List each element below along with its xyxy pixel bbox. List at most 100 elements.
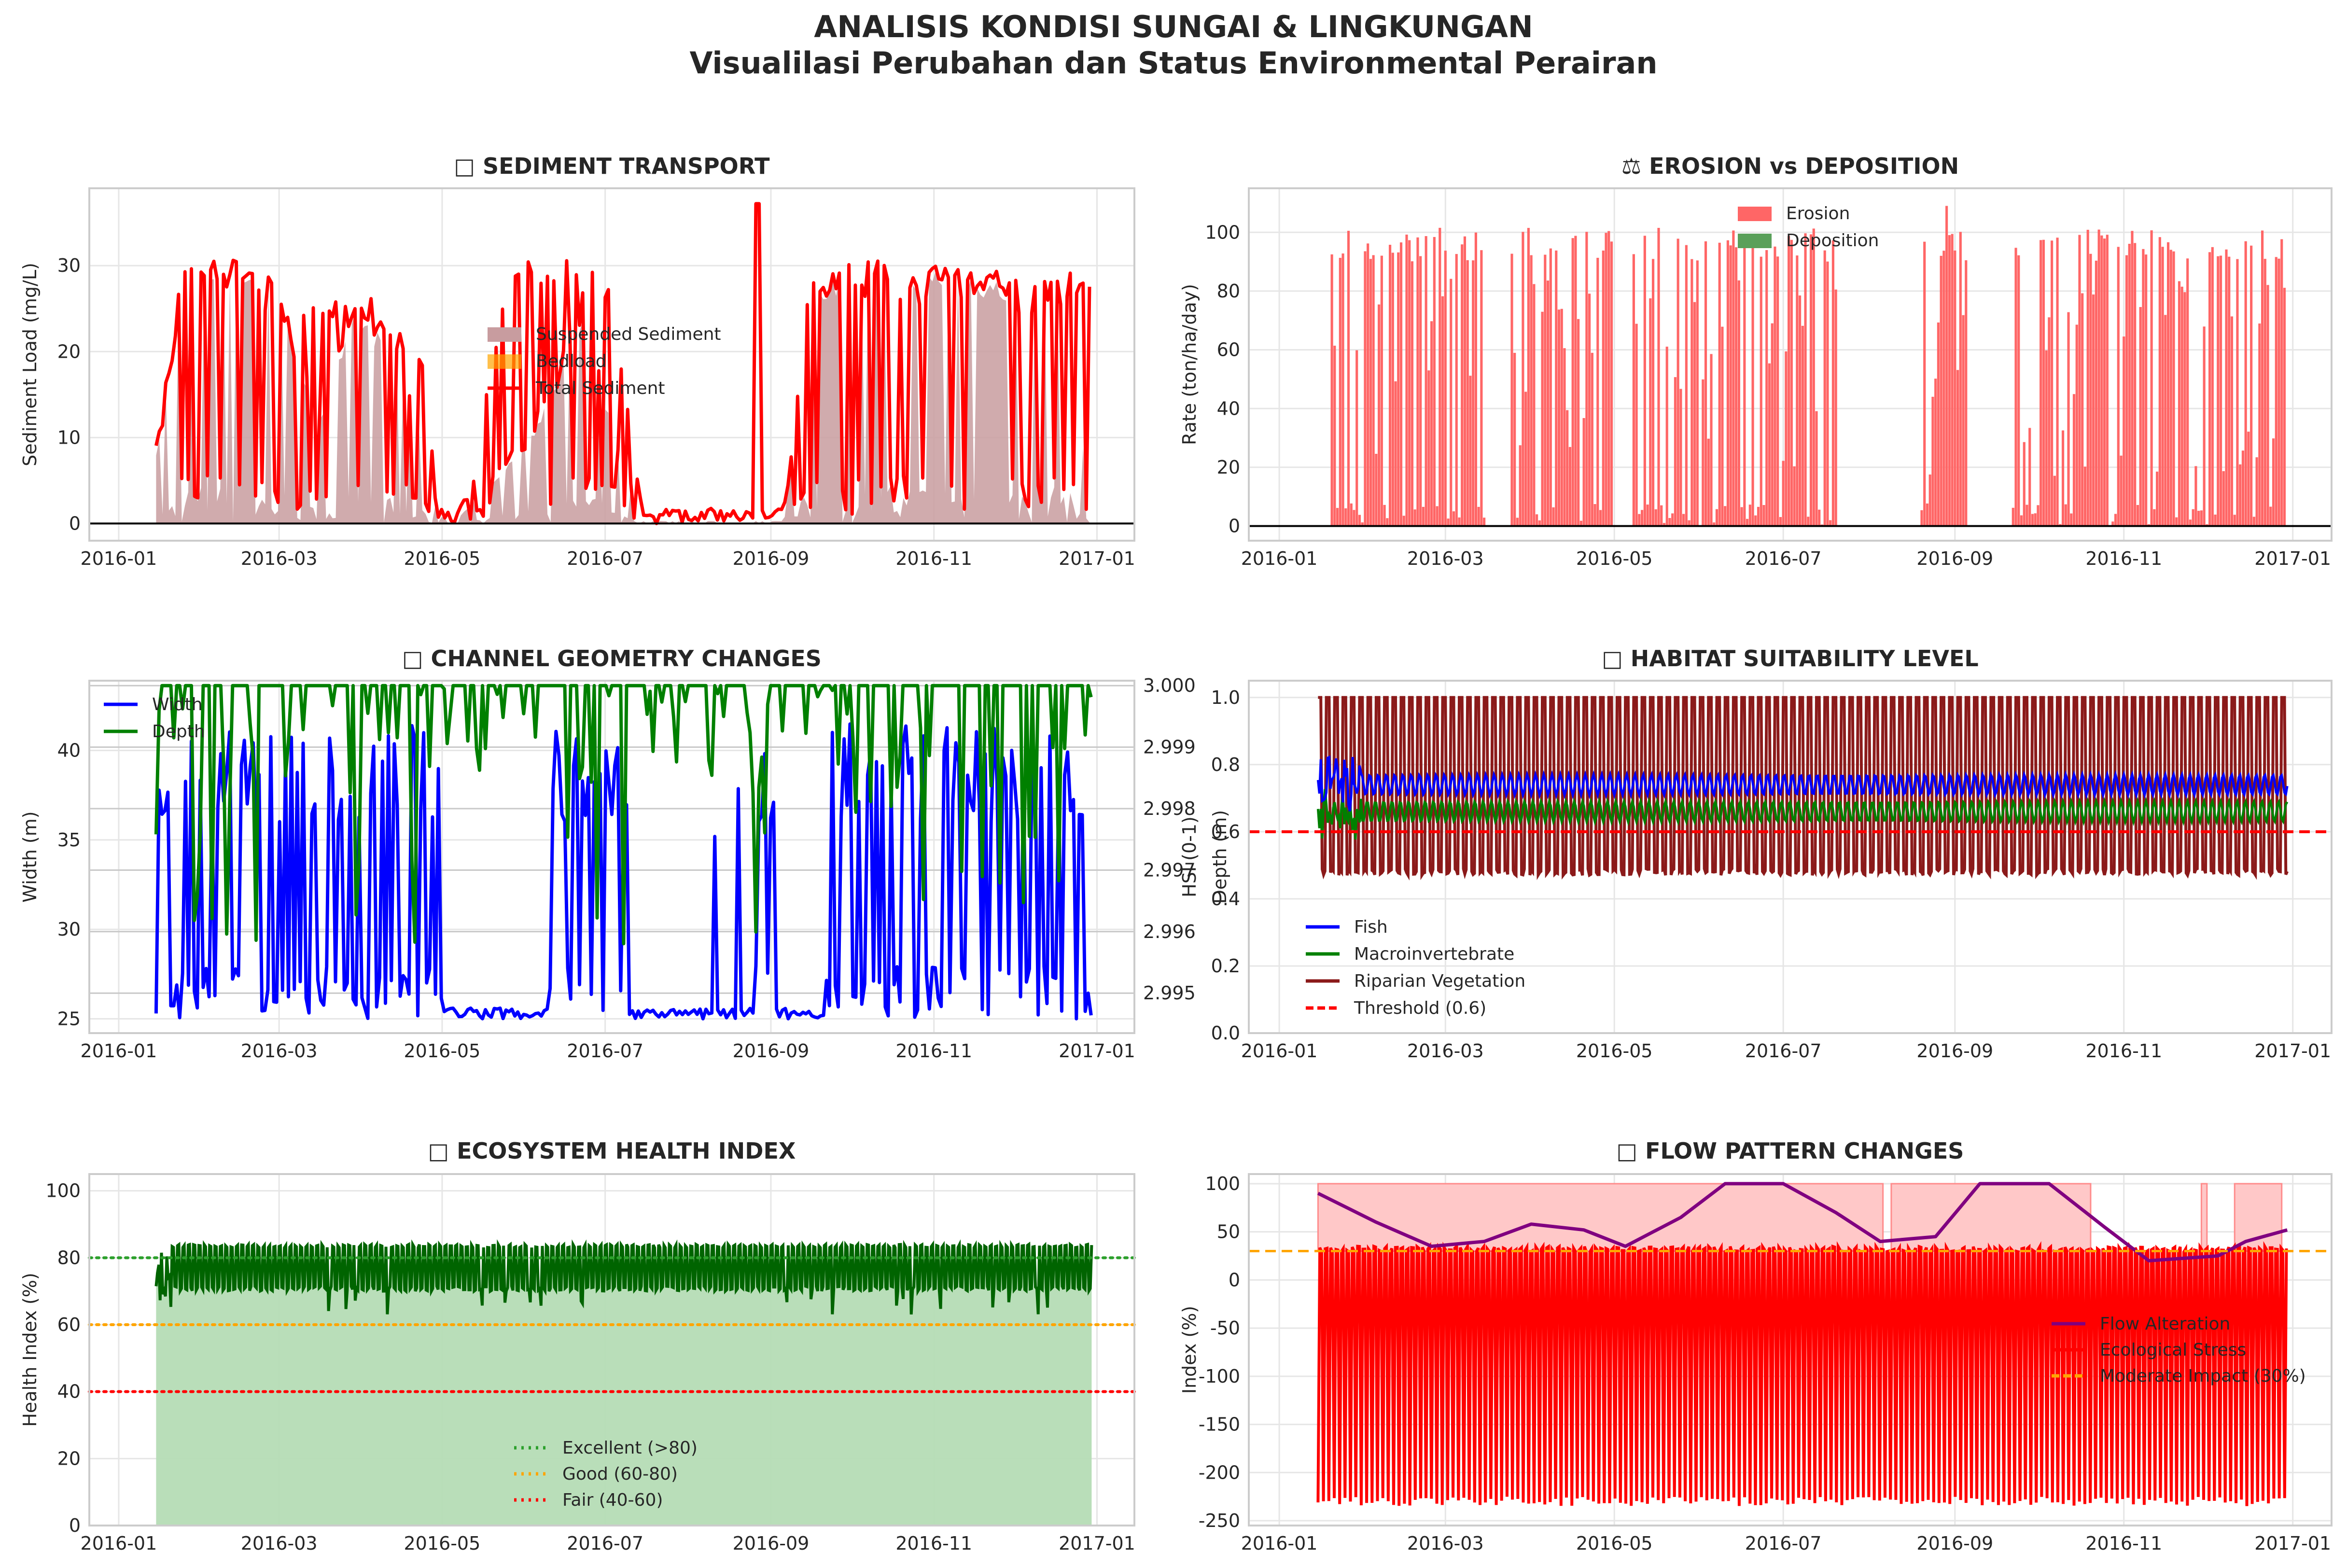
erosion-bar — [1729, 245, 1732, 526]
erosion-bar — [2095, 260, 2097, 526]
erosion-bar — [2026, 504, 2028, 526]
erosion-bar — [1544, 254, 1547, 526]
erosion-bar — [1413, 509, 1416, 526]
erosion-bar — [1931, 396, 1934, 526]
erosion-bar — [1436, 506, 1439, 526]
flow-panel: 2016-01 2016-03 2016-05 2016-07 2016-09 2016-… — [1179, 1138, 2333, 1554]
erosion-legend-label: Deposition — [1786, 231, 1879, 251]
erosion-xtick-label: 2016-03 — [1407, 548, 1484, 569]
sediment-title: □ SEDIMENT TRANSPORT — [454, 153, 770, 179]
erosion-bar — [1355, 350, 1358, 526]
erosion-bar — [2164, 315, 2167, 526]
sediment-xtick-label: 2017-01 — [1059, 548, 1135, 569]
erosion-bar — [1713, 522, 1716, 526]
erosion-ytick-label: 20 — [1217, 457, 1240, 478]
erosion-bar — [2064, 504, 2067, 526]
erosion-bar — [2028, 428, 2031, 526]
flow-ytick-label: -100 — [1199, 1366, 1240, 1387]
flow-alteration-line — [1317, 1182, 2288, 1262]
habitat-legend-label: Fish — [1354, 917, 1388, 937]
erosion-bar — [2067, 312, 2070, 526]
erosion-bar — [1779, 517, 1782, 526]
erosion-bar — [1937, 322, 1940, 526]
erosion-bar — [1679, 389, 1682, 526]
erosion-bar — [2158, 237, 2161, 526]
erosion-bar — [1430, 321, 1433, 526]
sediment-axes-frame — [88, 187, 1135, 542]
flow-shaded-region — [2234, 1183, 2283, 1252]
erosion-bar — [1422, 506, 1425, 526]
erosion-bar — [1450, 279, 1453, 526]
erosion-bar — [2150, 230, 2153, 526]
erosion-bar — [1516, 518, 1519, 526]
flow-shaded-region — [2200, 1183, 2208, 1252]
erosion-bar — [2042, 239, 2045, 526]
habitat-xtick-label: 2016-01 — [1241, 1040, 1318, 1062]
erosion-bar — [1388, 245, 1392, 526]
erosion-bar — [1483, 518, 1486, 526]
health-xtick-label: 2016-05 — [404, 1533, 481, 1554]
flow-axes-frame — [1248, 1173, 2333, 1526]
erosion-bar — [1452, 511, 1455, 526]
habitat-ytick-label: 0.4 — [1211, 888, 1240, 910]
flow-legend-label: Moderate Impact (30%) — [2100, 1366, 2306, 1386]
geometry-xtick-label: 2016-11 — [895, 1040, 972, 1062]
erosion-axes-frame — [1248, 187, 2333, 542]
erosion-bar — [1527, 228, 1530, 526]
habitat-xtick-label: 2016-03 — [1407, 1040, 1484, 1062]
erosion-bar — [1785, 351, 1788, 526]
erosion-bar — [1704, 241, 1707, 526]
erosion-bar — [1788, 236, 1790, 526]
erosion-bar — [2247, 432, 2250, 526]
geometry-legend-label: Depth — [152, 722, 205, 742]
erosion-bar — [2222, 471, 2225, 526]
erosion-bar — [1956, 370, 1959, 526]
flow-xtick-label: 2016-11 — [2085, 1533, 2162, 1554]
erosion-bar — [1831, 240, 1834, 526]
erosion-bar — [1361, 522, 1364, 526]
habitat-xtick-label: 2016-07 — [1745, 1040, 1822, 1062]
erosion-bar — [1541, 311, 1544, 526]
erosion-bar — [1458, 517, 1461, 526]
erosion-bar — [2145, 254, 2148, 526]
erosion-bar — [2186, 258, 2189, 526]
health-index-line — [154, 1239, 1093, 1315]
habitat-legend-label: Threshold (0.6) — [1354, 998, 1486, 1018]
erosion-bar — [1654, 509, 1657, 526]
sediment-ytick-label: 10 — [57, 427, 81, 448]
health-index-area — [156, 1244, 1092, 1526]
geometry-xtick-label: 2017-01 — [1059, 1040, 1135, 1062]
erosion-ytick-label: 60 — [1217, 339, 1240, 361]
erosion-bar — [2012, 507, 2014, 526]
erosion-bar — [1341, 253, 1344, 526]
health-title: □ ECOSYSTEM HEALTH INDEX — [428, 1138, 796, 1164]
flow-shaded-region — [1317, 1183, 1884, 1252]
depth-line — [154, 684, 1093, 946]
flow-ytick-label: -250 — [1199, 1510, 1240, 1531]
erosion-bar — [1461, 244, 1464, 526]
erosion-bar — [2061, 430, 2065, 526]
erosion-bar — [1651, 259, 1655, 526]
erosion-bar — [1942, 251, 1945, 526]
erosion-bar — [1425, 236, 1427, 526]
flow-ytick-label: 0 — [1229, 1269, 1240, 1290]
sediment-xtick-label: 2016-07 — [567, 548, 643, 569]
flow-title: □ FLOW PATTERN CHANGES — [1617, 1138, 1964, 1164]
erosion-bar — [2161, 247, 2164, 526]
geometry-xtick-label: 2016-05 — [404, 1040, 481, 1062]
sediment-legend-swatch — [488, 354, 521, 369]
sediment-xtick-label: 2016-01 — [81, 548, 157, 569]
erosion-bar — [2037, 505, 2040, 526]
erosion-bar — [1660, 505, 1663, 526]
erosion-bar — [1524, 392, 1527, 526]
erosion-bar — [1405, 234, 1408, 526]
erosion-bar — [1480, 250, 1483, 526]
erosion-bar — [1367, 243, 1369, 526]
erosion-bar — [2189, 519, 2192, 526]
erosion-ylabel: Rate (ton/ha/day) — [1179, 284, 1200, 445]
erosion-bar — [1643, 236, 1646, 526]
erosion-legend-swatch — [1738, 207, 1772, 221]
health-legend-label: Good (60-80) — [562, 1464, 678, 1484]
erosion-bar — [2277, 258, 2280, 526]
